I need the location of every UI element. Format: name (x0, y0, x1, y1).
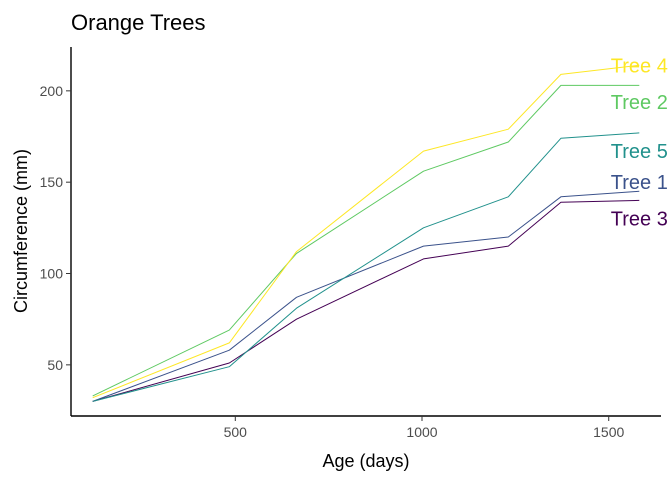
series-line-tree-4 (92, 64, 640, 399)
axes (70, 47, 661, 417)
x-axis-title: Age (days) (322, 451, 409, 471)
x-tick-label: 500 (224, 424, 248, 440)
series-line-tree-2 (92, 84, 640, 397)
x-axis-ticks: 500 1000 1500 (224, 416, 625, 440)
y-tick-label: 100 (40, 266, 64, 282)
series-label-tree-4: Tree 4 (611, 55, 668, 77)
series-label-tree-5: Tree 5 (611, 141, 668, 163)
series-line-tree-5 (92, 132, 640, 402)
series-line-tree-3 (92, 199, 640, 402)
series-label-tree-1: Tree 1 (611, 172, 668, 194)
series-label-tree-3: Tree 3 (611, 209, 668, 231)
y-tick-label: 200 (40, 83, 64, 99)
x-tick-label: 1000 (406, 424, 437, 440)
x-tick-label: 1500 (593, 424, 624, 440)
y-tick-label: 150 (40, 174, 64, 190)
y-axis-title: Circumference (mm) (11, 149, 31, 313)
y-axis-ticks: 50 100 150 200 (40, 83, 71, 373)
series-label-tree-2: Tree 2 (611, 92, 668, 114)
series-line-tree-1 (92, 190, 640, 402)
chart-title: Orange Trees (71, 10, 206, 35)
series-lines (92, 64, 640, 402)
series-labels: Tree 4 Tree 2 Tree 5 Tree 1 Tree 3 (611, 55, 668, 230)
y-tick-label: 50 (47, 357, 63, 373)
